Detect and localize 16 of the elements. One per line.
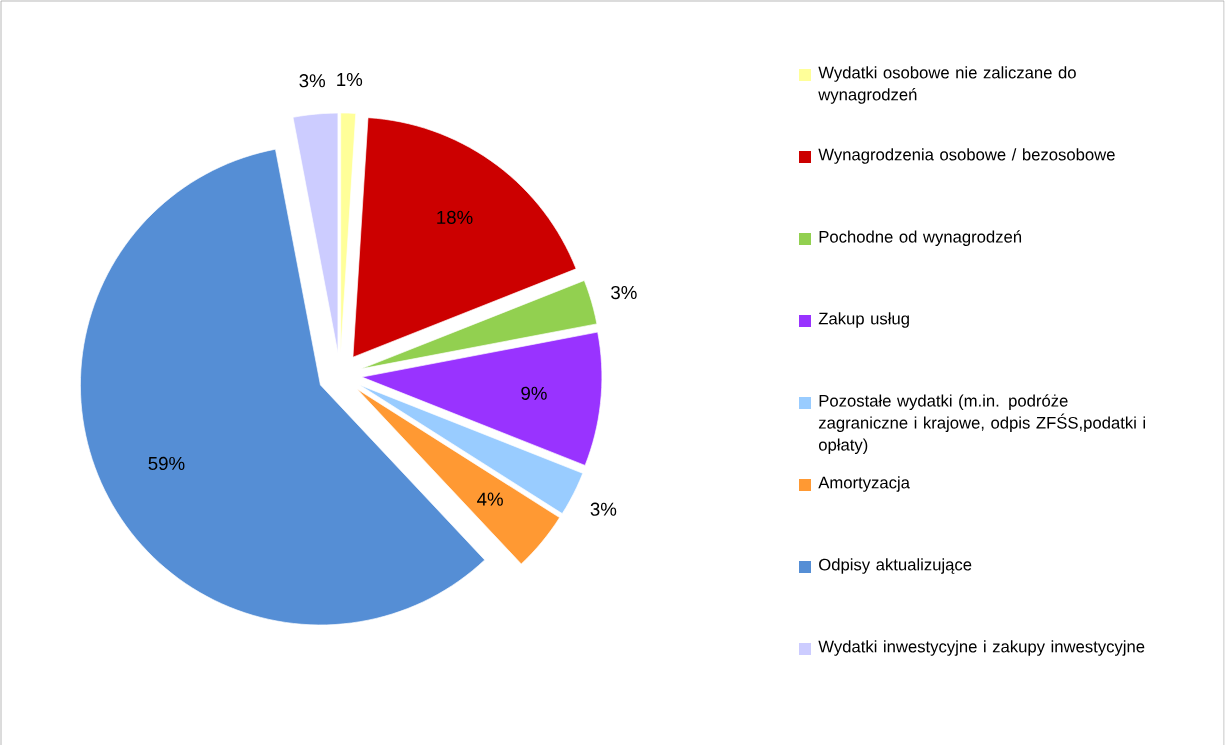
legend-label: Wydatki osobowe nie zaliczane do wynagrodzeń bbox=[818, 66, 1076, 104]
data-label: 59% bbox=[148, 456, 185, 471]
data-label: 4% bbox=[477, 492, 503, 506]
legend-label: Zakup usług bbox=[818, 312, 909, 328]
legend-label: Pozostałe wydatki (m.in. podróże zagraniczne i krajowe, odpis ZFŚS,podatki i opłaty) bbox=[818, 394, 1146, 454]
data-label: 3% bbox=[590, 502, 617, 516]
legend-label: Wydatki inwestycyjne i zakupy inwestycyjne bbox=[818, 640, 1145, 656]
data-label: 3% bbox=[299, 74, 326, 88]
legend-label: Wynagrodzenia osobowe / bezosobowe bbox=[818, 148, 1115, 164]
legend-label: Pochodne od wynagrodzeń bbox=[819, 230, 1022, 246]
legend-label: Odpisy aktualizujące bbox=[819, 558, 972, 574]
data-label: 18% bbox=[437, 210, 473, 224]
data-label: 1% bbox=[337, 72, 363, 87]
data-label: 3% bbox=[611, 285, 637, 300]
legend-label: Amortyzacja bbox=[818, 476, 910, 492]
data-label: 9% bbox=[521, 386, 547, 400]
